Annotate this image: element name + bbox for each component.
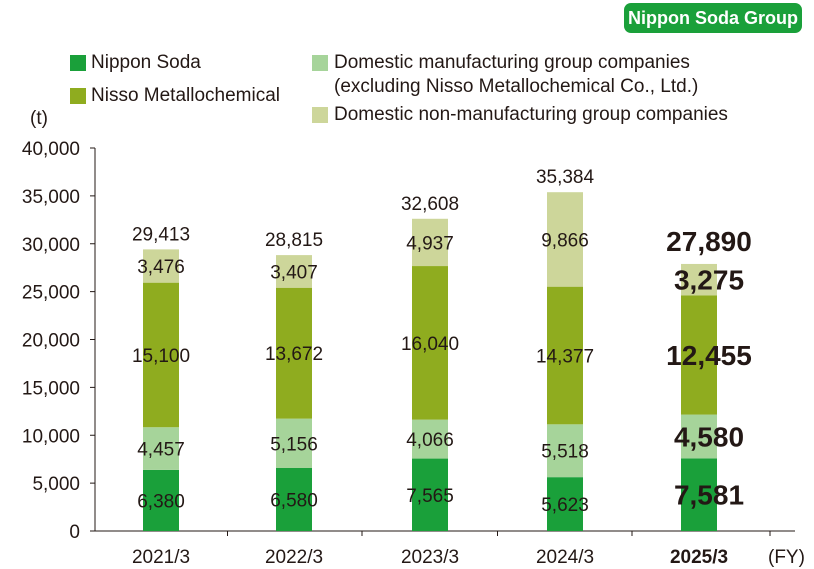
segment-value-label: 6,580 [270,490,318,511]
x-axis-label: (FY) [768,547,805,568]
x-tick-label: 2025/3 [670,547,728,568]
y-tick-label: 15,000 [22,378,80,399]
segment-value-label: 4,937 [406,233,454,254]
segment-value-label: 4,066 [406,430,454,451]
bar-segment [681,263,717,296]
legend-swatch [312,107,328,123]
y-tick-label: 35,000 [22,187,80,208]
bar-segment [276,467,312,531]
bar-segment [412,266,448,420]
bar-segment [547,192,583,287]
x-tick-label: 2024/3 [536,547,594,568]
segment-value-label: 5,623 [541,495,589,516]
legend-swatch [70,55,86,71]
segment-value-label: 16,040 [401,334,459,355]
segment-value-label: 7,565 [406,486,454,507]
bar-segment [143,249,179,283]
segment-value-label: 4,457 [137,440,185,461]
legend-label: Domestic manufacturing group companies [334,52,690,73]
legend-swatch [312,55,328,71]
y-tick-label: 0 [69,522,80,543]
segment-value-label: 6,380 [137,491,185,512]
segment-value-label: 14,377 [536,346,594,367]
legend-swatch [70,88,86,104]
x-tick-label: 2021/3 [132,547,190,568]
bar-segment [547,286,583,425]
bar-segment [681,414,717,459]
bar-segment [412,419,448,459]
bar-segment [412,458,448,531]
bar-segment [276,255,312,288]
bar-segment [143,427,179,470]
segment-value-label: 12,455 [666,340,752,371]
segment-value-label: 3,476 [137,257,185,278]
bars [143,192,717,531]
segment-value-label: 7,581 [674,480,744,511]
segment-value-label: 15,100 [132,346,190,367]
total-value-label: 32,608 [401,194,459,215]
segment-value-label: 5,156 [270,434,318,455]
segment-value-label: 3,275 [674,265,744,296]
data-labels: 6,380 4,457 15,100 3,476 29,413 6,580 5,156 13,… [132,167,752,516]
bar-segment [412,218,448,267]
total-value-label: 27,890 [666,226,752,257]
legend-label: Nippon Soda [91,52,201,73]
x-tick-label: 2022/3 [265,547,323,568]
y-tick-label: 40,000 [22,139,80,160]
y-tick-label: 20,000 [22,331,80,352]
bar-segment [547,424,583,478]
segment-value-label: 3,407 [270,262,318,283]
total-value-label: 35,384 [536,167,595,188]
segment-value-label: 4,580 [674,421,744,452]
total-value-label: 29,413 [132,224,190,245]
x-tick-label: 2023/3 [401,547,459,568]
bar-segment [681,458,717,531]
segment-value-label: 9,866 [541,230,589,251]
y-tick-label: 5,000 [32,474,80,495]
legend-label: Nisso Metallochemical [91,85,281,106]
total-value-label: 28,815 [265,230,323,251]
legend-label: Domestic non-manufacturing group compani… [334,104,728,125]
bar-segment [547,477,583,531]
bar-segment [681,295,717,415]
legend-label-note: (excluding Nisso Metallochemical Co., Lt… [334,76,699,97]
y-tick-label: 10,000 [22,426,80,447]
segment-value-label: 5,518 [541,442,589,463]
segment-value-label: 13,672 [265,344,323,365]
y-tick-label: 25,000 [22,283,80,304]
bar-segment [143,469,179,531]
y-axis-label: (t) [30,108,48,129]
group-badge: Nippon Soda Group [624,3,802,33]
x-spacer [0,0,228,531]
bar-segment [276,418,312,468]
bar-segment [143,282,179,428]
bar-segment [276,287,312,419]
y-tick-label: 30,000 [22,235,80,256]
